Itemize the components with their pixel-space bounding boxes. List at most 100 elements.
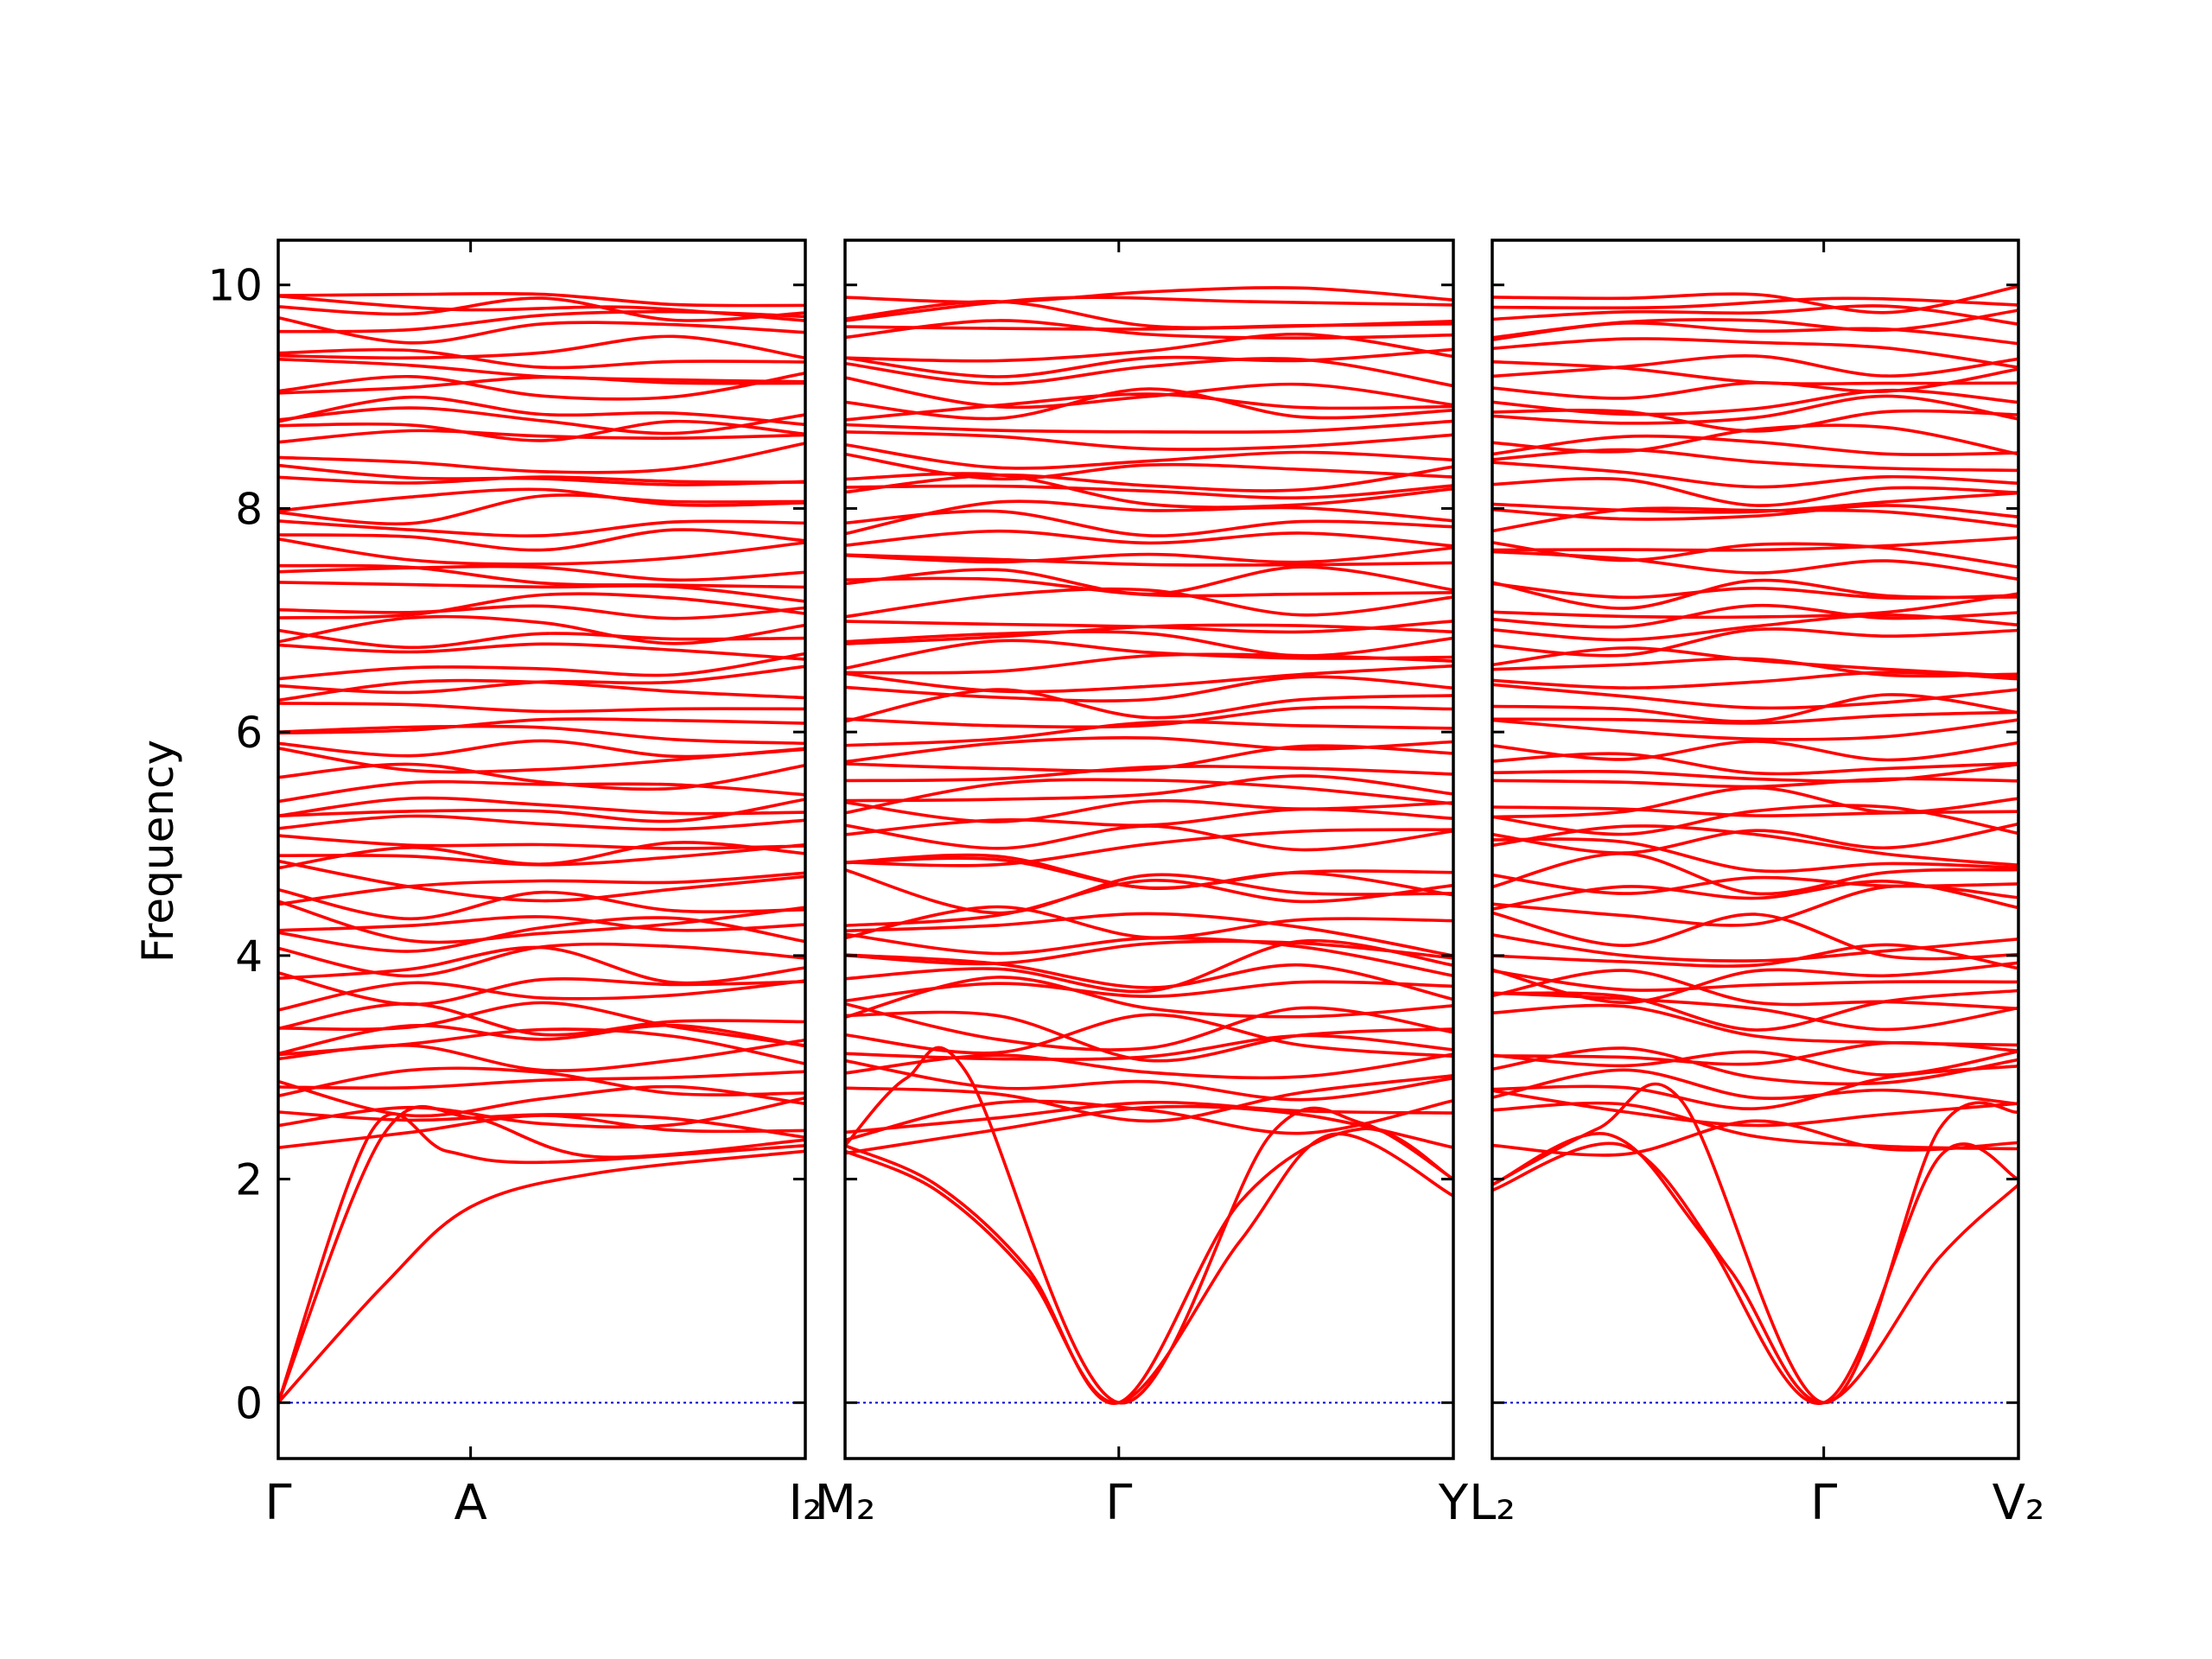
optical-band: [278, 724, 805, 746]
acoustic-band: [1492, 1082, 2018, 1405]
optical-band: [845, 798, 1453, 823]
optical-band: [1492, 969, 2018, 1011]
optical-band: [1492, 284, 2018, 315]
q-point-label: Γ: [1105, 1475, 1132, 1531]
optical-band: [1492, 933, 2018, 963]
optical-band: [278, 887, 805, 921]
optical-band: [1492, 1003, 2018, 1047]
optical-band: [845, 1074, 1453, 1123]
optical-band: [845, 484, 1453, 500]
optical-band: [1492, 304, 2018, 326]
q-point-label: M₂: [815, 1475, 876, 1531]
optical-band: [1492, 1119, 2018, 1157]
optical-band: [278, 592, 805, 620]
optical-band: [278, 945, 805, 985]
optical-band: [1492, 805, 2018, 817]
optical-band: [1492, 710, 2018, 725]
band-lines: [1492, 284, 2018, 1406]
optical-band: [278, 642, 805, 661]
optical-band: [278, 475, 805, 485]
optical-band: [278, 442, 805, 474]
optical-band: [1492, 627, 2018, 658]
y-tick-label: 4: [235, 931, 263, 982]
optical-band: [1492, 359, 2018, 385]
optical-band: [278, 859, 805, 903]
optical-band: [1492, 1101, 2018, 1151]
optical-band: [278, 814, 805, 831]
optical-band: [1492, 988, 2018, 1032]
optical-band: [278, 604, 805, 620]
optical-band: [845, 565, 1453, 596]
optical-band: [1492, 394, 2018, 425]
optical-band: [1492, 353, 2018, 378]
optical-band: [278, 942, 805, 978]
optical-band: [845, 953, 1453, 1001]
optical-band: [1492, 603, 2018, 629]
optical-band: [278, 1001, 805, 1037]
optical-band: [1492, 762, 2018, 783]
optical-band: [1492, 541, 2018, 569]
q-point-label: Y: [1438, 1475, 1469, 1531]
optical-band: [845, 905, 1453, 940]
optical-band: [278, 798, 805, 823]
optical-band: [1492, 337, 2018, 369]
optical-band: [845, 546, 1453, 564]
optical-band: [1492, 1089, 2018, 1128]
optical-band: [845, 774, 1453, 803]
optical-band: [278, 1079, 805, 1118]
optical-band: [845, 1100, 1453, 1135]
optical-band: [278, 357, 805, 384]
optical-band: [845, 980, 1453, 1003]
optical-band: [1492, 1068, 2018, 1106]
optical-band: [278, 664, 805, 695]
optical-band: [1492, 873, 2018, 895]
optical-band: [278, 563, 805, 589]
q-point-label: I₂: [789, 1475, 823, 1531]
optical-band: [845, 357, 1453, 388]
optical-band: [1492, 718, 2018, 741]
y-tick-label: 0: [235, 1378, 263, 1428]
optical-band: [1492, 943, 2018, 970]
optical-band: [278, 1027, 805, 1065]
optical-band: [845, 720, 1453, 747]
acoustic-band: [1492, 1132, 2018, 1406]
optical-band: [278, 296, 805, 322]
y-tick-label: 2: [235, 1155, 263, 1205]
optical-band: [845, 736, 1453, 764]
q-point-label: V₂: [1993, 1475, 2045, 1531]
optical-band: [278, 519, 805, 537]
optical-band: [278, 1096, 805, 1129]
optical-band: [845, 664, 1453, 694]
optical-band: [278, 581, 805, 603]
optical-band: [845, 1104, 1453, 1155]
optical-band: [278, 316, 805, 345]
optical-band: [278, 779, 805, 804]
optical-band: [845, 1013, 1453, 1058]
optical-band: [845, 1058, 1453, 1102]
optical-band: [278, 614, 805, 645]
optical-band: [845, 675, 1453, 702]
optical-band: [845, 509, 1453, 537]
acoustic-band: [1492, 1141, 2018, 1405]
optical-band: [1492, 969, 2018, 992]
optical-band: [1492, 1050, 2018, 1077]
optical-band: [278, 899, 805, 944]
optical-band: [278, 463, 805, 486]
optical-band: [1492, 434, 2018, 456]
optical-band: [278, 294, 805, 322]
q-point-label: A: [454, 1475, 486, 1531]
optical-band: [278, 796, 805, 817]
optical-band: [845, 705, 1453, 729]
optical-band: [845, 319, 1453, 340]
optical-band: [845, 442, 1453, 470]
optical-band: [1492, 388, 2018, 416]
optical-band: [1492, 961, 2018, 1005]
optical-band: [845, 419, 1453, 434]
optical-band: [845, 765, 1453, 783]
optical-band: [845, 300, 1453, 330]
optical-band: [845, 939, 1453, 966]
optical-band: [1492, 1065, 2018, 1110]
panel-frame: [843, 238, 1455, 1460]
optical-band: [278, 334, 805, 360]
